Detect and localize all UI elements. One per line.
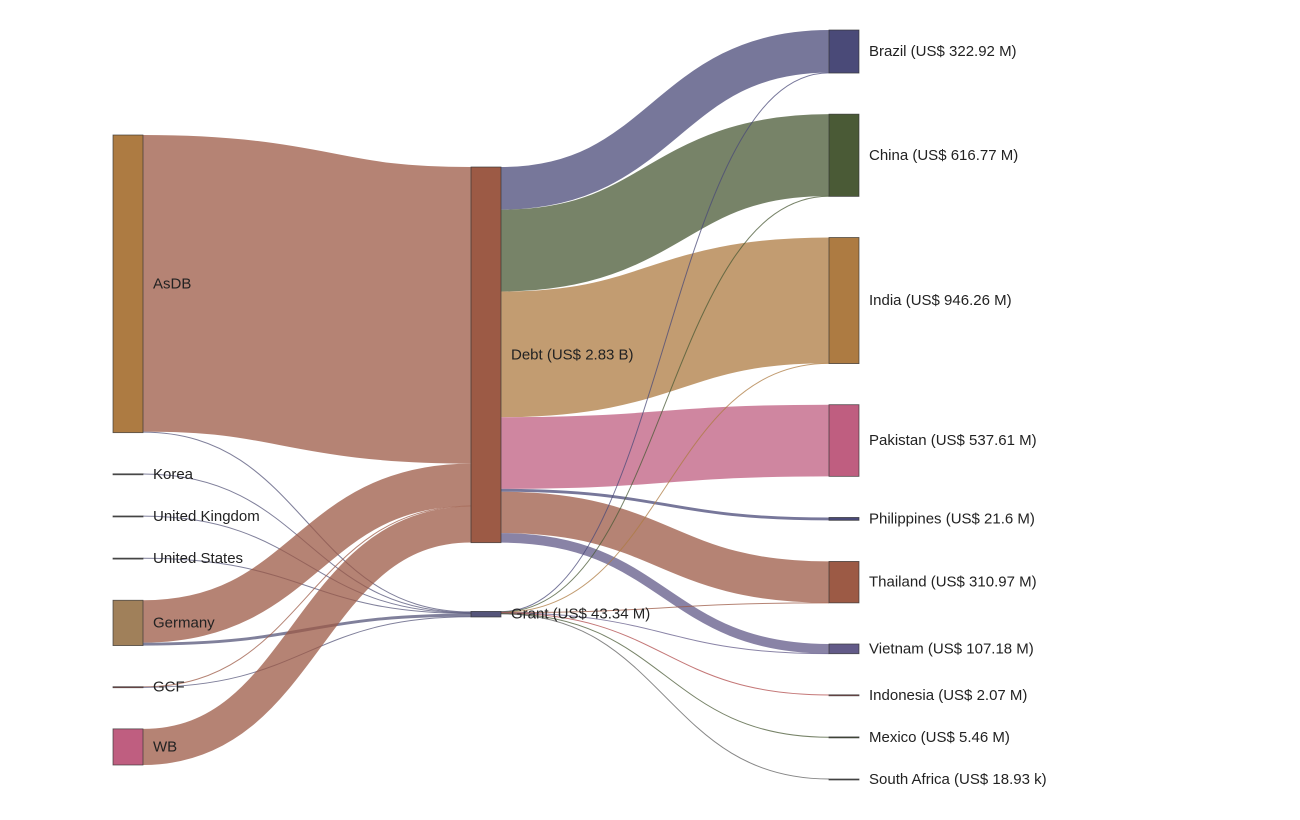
node-label-united-states: United States xyxy=(153,550,243,567)
node-wb xyxy=(112,728,144,766)
node-label-wb: WB xyxy=(153,738,177,755)
link-debt-to-thailand xyxy=(500,491,830,603)
node-thailand xyxy=(828,561,860,604)
node-label-pakistan: Pakistan (US$ 537.61 M) xyxy=(869,432,1037,449)
labels-layer: AsDB Korea United Kingdom United States Germ… xyxy=(153,43,1047,788)
node-china xyxy=(828,113,860,197)
node-asdb xyxy=(112,134,144,434)
node-germany xyxy=(112,599,144,646)
node-label-brazil: Brazil (US$ 322.92 M) xyxy=(869,43,1017,60)
node-grant xyxy=(470,611,502,618)
node-pakistan xyxy=(828,404,860,477)
link-grant-to-brazil xyxy=(500,72,830,613)
node-label-grant: Grant (US$ 43.34 M) xyxy=(511,606,650,623)
links-layer xyxy=(141,30,830,780)
node-mexico xyxy=(828,736,860,739)
node-label-asdb: AsDB xyxy=(153,275,191,292)
node-label-india: India (US$ 946.26 M) xyxy=(869,292,1012,309)
link-grant-to-vietnam xyxy=(500,612,830,655)
link-germany-to-debt xyxy=(142,463,472,643)
node-gcf xyxy=(112,686,144,689)
node-label-philippines: Philippines (US$ 21.6 M) xyxy=(869,510,1035,527)
node-vietnam xyxy=(828,643,860,655)
link-debt-to-pakistan xyxy=(500,404,830,489)
link-debt-to-philippines xyxy=(500,488,830,521)
node-united-kingdom xyxy=(112,515,144,518)
node-philippines xyxy=(828,517,860,521)
node-label-south-africa: South Africa (US$ 18.93 k) xyxy=(869,771,1047,788)
nodes-layer xyxy=(112,29,860,781)
node-korea xyxy=(112,473,144,476)
node-debt xyxy=(470,166,502,544)
node-label-thailand: Thailand (US$ 310.97 M) xyxy=(869,574,1037,591)
node-label-united-kingdom: United Kingdom xyxy=(153,508,260,525)
node-india xyxy=(828,237,860,364)
link-grant-to-south-africa xyxy=(500,613,830,780)
node-united-states xyxy=(112,557,144,560)
node-label-indonesia: Indonesia (US$ 2.07 M) xyxy=(869,687,1027,704)
link-asdb-to-debt xyxy=(141,135,473,464)
link-grant-to-china xyxy=(500,195,830,613)
link-united-states-to-grant xyxy=(142,557,472,614)
link-debt-to-china xyxy=(500,114,830,292)
link-grant-to-india xyxy=(500,362,830,613)
node-label-germany: Germany xyxy=(153,614,215,631)
link-debt-to-vietnam xyxy=(500,533,830,654)
node-label-debt: Debt (US$ 2.83 B) xyxy=(511,346,634,363)
link-gcf-to-debt xyxy=(142,505,472,688)
link-grant-to-thailand xyxy=(500,602,830,614)
node-brazil xyxy=(828,29,860,74)
link-asdb-to-grant xyxy=(142,431,472,613)
node-south-africa xyxy=(828,778,860,781)
node-label-mexico: Mexico (US$ 5.46 M) xyxy=(869,729,1010,746)
node-label-korea: Korea xyxy=(153,466,194,483)
link-debt-to-brazil xyxy=(500,30,830,210)
link-wb-to-debt xyxy=(142,506,472,766)
link-debt-to-india xyxy=(500,237,830,418)
node-indonesia xyxy=(828,694,860,697)
node-label-vietnam: Vietnam (US$ 107.18 M) xyxy=(869,640,1034,657)
link-grant-to-mexico xyxy=(500,613,830,738)
node-label-china: China (US$ 616.77 M) xyxy=(869,147,1018,164)
link-grant-to-indonesia xyxy=(500,612,830,696)
node-label-gcf: GCF xyxy=(153,679,185,696)
